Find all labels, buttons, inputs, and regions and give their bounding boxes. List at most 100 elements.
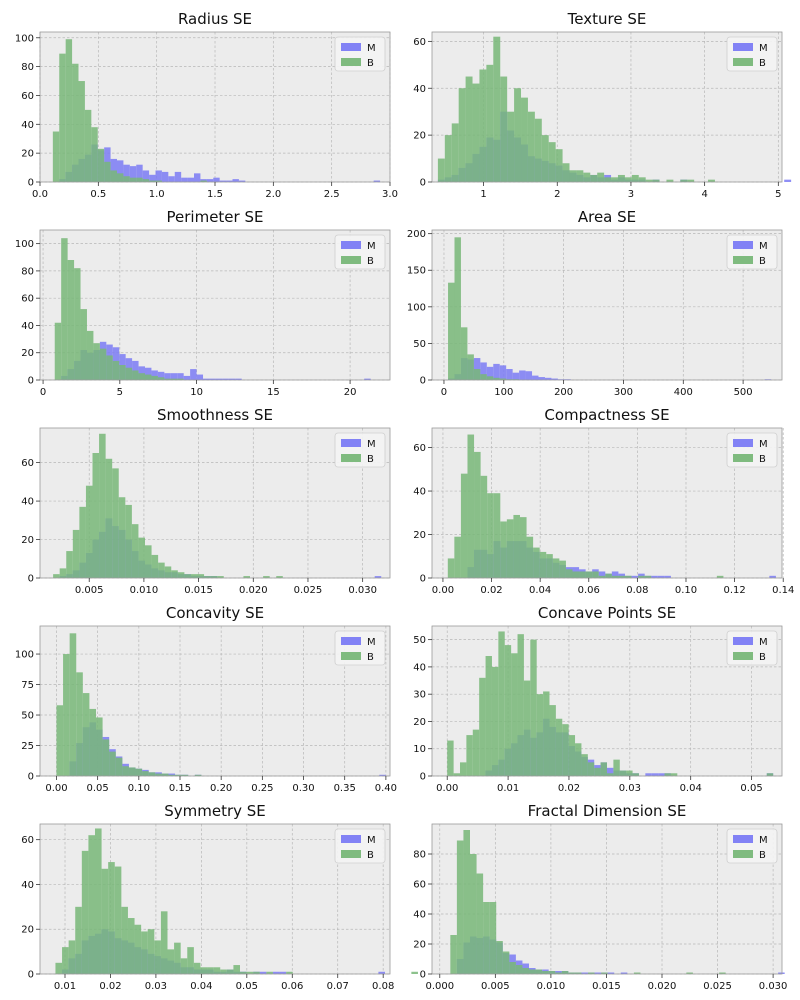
x-tick-label: 0.010	[130, 585, 159, 596]
bar-M	[784, 179, 792, 182]
bar-B	[523, 680, 531, 776]
legend-swatch-M	[733, 439, 753, 447]
bar-M	[769, 575, 776, 578]
bar-M	[651, 773, 659, 776]
bar-B	[96, 717, 103, 776]
bar-B	[546, 554, 553, 578]
x-tick-label: 100	[494, 387, 513, 398]
y-tick-label: 20	[413, 530, 426, 541]
bar-M	[480, 362, 487, 380]
y-tick-label: 10	[413, 744, 426, 755]
bar-B	[80, 309, 87, 380]
x-tick-label: 5	[117, 387, 123, 398]
bar-B	[493, 377, 500, 380]
bar-B	[213, 967, 221, 974]
bar-B	[135, 768, 143, 776]
bar-M	[651, 575, 658, 578]
x-tick-label: 4	[701, 189, 707, 200]
bar-M	[620, 972, 628, 974]
bar-B	[160, 911, 168, 974]
series-B-bars	[55, 828, 418, 974]
series-B-bars	[437, 36, 715, 182]
bar-M	[364, 378, 371, 380]
bar-B	[561, 971, 569, 974]
x-tick-label: 0.015	[184, 585, 213, 596]
y-tick-label: 0	[420, 178, 426, 189]
x-tick-label: 200	[554, 387, 573, 398]
chart-title: Concavity SE	[166, 604, 264, 622]
bar-B	[456, 840, 464, 974]
x-tick-label: 0.04	[680, 783, 702, 794]
bar-B	[119, 365, 126, 380]
y-tick-label: 200	[407, 229, 426, 240]
bar-B	[72, 63, 79, 182]
bar-B	[583, 172, 591, 182]
bar-B	[93, 343, 100, 380]
y-tick-label: 40	[413, 84, 426, 95]
bar-B	[605, 573, 612, 578]
series-B-bars	[56, 633, 202, 776]
legend-label-B: B	[759, 454, 766, 465]
bar-M	[594, 972, 602, 974]
bar-B	[624, 575, 632, 578]
bar-B	[97, 148, 105, 182]
bar-M	[157, 371, 165, 380]
bar-B	[132, 370, 139, 380]
bar-B	[489, 902, 497, 974]
bar-M	[228, 378, 236, 380]
chart-title: Concave Points SE	[538, 604, 676, 622]
bar-B	[504, 645, 512, 776]
bar-B	[613, 759, 620, 776]
bar-B	[55, 962, 63, 974]
bar-M	[525, 371, 533, 380]
bar-M	[657, 575, 665, 578]
chart-title: Fractal Dimension SE	[528, 802, 687, 820]
y-tick-label: 50	[413, 635, 426, 646]
bar-B	[626, 770, 633, 776]
bar-M	[519, 370, 526, 380]
bar-B	[240, 971, 247, 974]
y-tick-label: 0	[28, 970, 34, 981]
bar-B	[460, 327, 468, 380]
x-tick-label: 500	[734, 387, 753, 398]
legend-swatch-B	[733, 652, 753, 660]
series-B-bars	[447, 434, 724, 578]
bar-B	[458, 88, 466, 182]
bar-B	[548, 971, 556, 974]
x-tick-label: 0.14	[772, 585, 794, 596]
bar-B	[555, 149, 563, 182]
bar-B	[112, 360, 120, 380]
y-tick-label: 50	[413, 339, 426, 350]
bar-B	[515, 965, 523, 974]
bar-M	[618, 573, 625, 578]
x-tick-label: 0.020	[239, 585, 268, 596]
x-tick-label: 5	[775, 189, 781, 200]
bar-M	[374, 576, 382, 578]
bar-B	[513, 514, 520, 578]
legend-label-M: M	[759, 835, 768, 846]
x-tick-label: 0.02	[99, 981, 121, 992]
y-tick-label: 20	[21, 348, 34, 359]
x-tick-label: 0.04	[190, 981, 212, 992]
x-tick-label: 0.05	[87, 783, 109, 794]
bar-B	[86, 330, 94, 380]
y-tick-label: 100	[15, 650, 34, 661]
bar-M	[232, 179, 239, 182]
bar-B	[136, 177, 143, 182]
legend-label-M: M	[367, 637, 376, 648]
bar-M	[581, 972, 588, 974]
chart-title: Smoothness SE	[157, 406, 273, 424]
bar-M	[631, 575, 639, 578]
bar-B	[587, 762, 595, 776]
bar-B	[109, 751, 116, 776]
bar-M	[272, 971, 280, 974]
bar-B	[552, 558, 560, 578]
bar-B	[82, 693, 90, 776]
bar-B	[617, 174, 625, 182]
bar-B	[480, 374, 487, 380]
gridlines	[432, 32, 782, 183]
bar-B	[506, 519, 514, 578]
bar-B	[598, 575, 606, 578]
y-tick-label: 20	[413, 940, 426, 951]
bar-B	[99, 433, 106, 578]
